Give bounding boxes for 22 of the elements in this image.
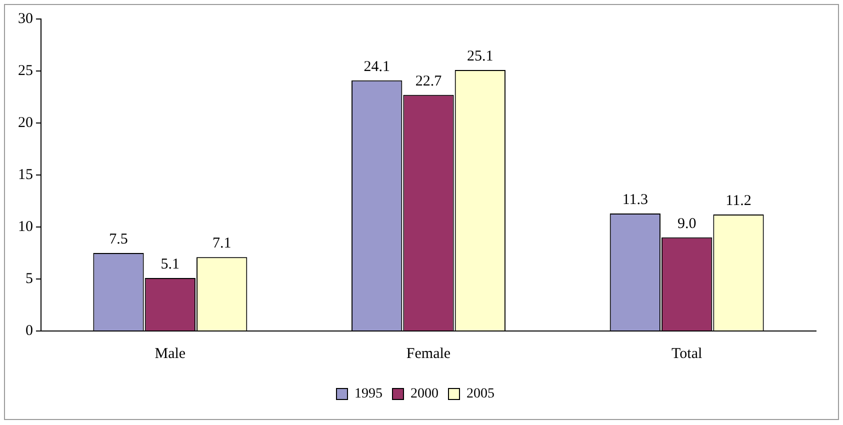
legend-label: 2000: [410, 386, 438, 402]
data-label: 7.5: [109, 231, 128, 248]
y-tick-label: 25: [18, 62, 33, 79]
data-label: 24.1: [364, 58, 390, 75]
data-label: 22.7: [415, 73, 442, 90]
legend-label: 1995: [354, 386, 382, 402]
data-label: 7.1: [212, 236, 232, 252]
y-tick-label: 10: [18, 218, 33, 235]
y-tick-label: 0: [26, 322, 33, 339]
y-tick-label: 5: [26, 270, 33, 287]
x-tick-label: Male: [154, 346, 186, 362]
y-tick-label: 15: [18, 166, 33, 183]
data-label: 9.0: [677, 216, 696, 232]
x-tick-label: Total: [672, 346, 702, 362]
data-label: 5.1: [160, 256, 180, 272]
x-tick-label: Female: [406, 346, 451, 362]
data-label: 11.3: [622, 192, 648, 208]
y-tick-label: 20: [18, 114, 33, 131]
data-label: 25.1: [467, 48, 494, 64]
legend-label: 2005: [466, 386, 494, 402]
y-tick-label: 30: [18, 10, 33, 27]
data-label: 11.2: [726, 192, 752, 209]
